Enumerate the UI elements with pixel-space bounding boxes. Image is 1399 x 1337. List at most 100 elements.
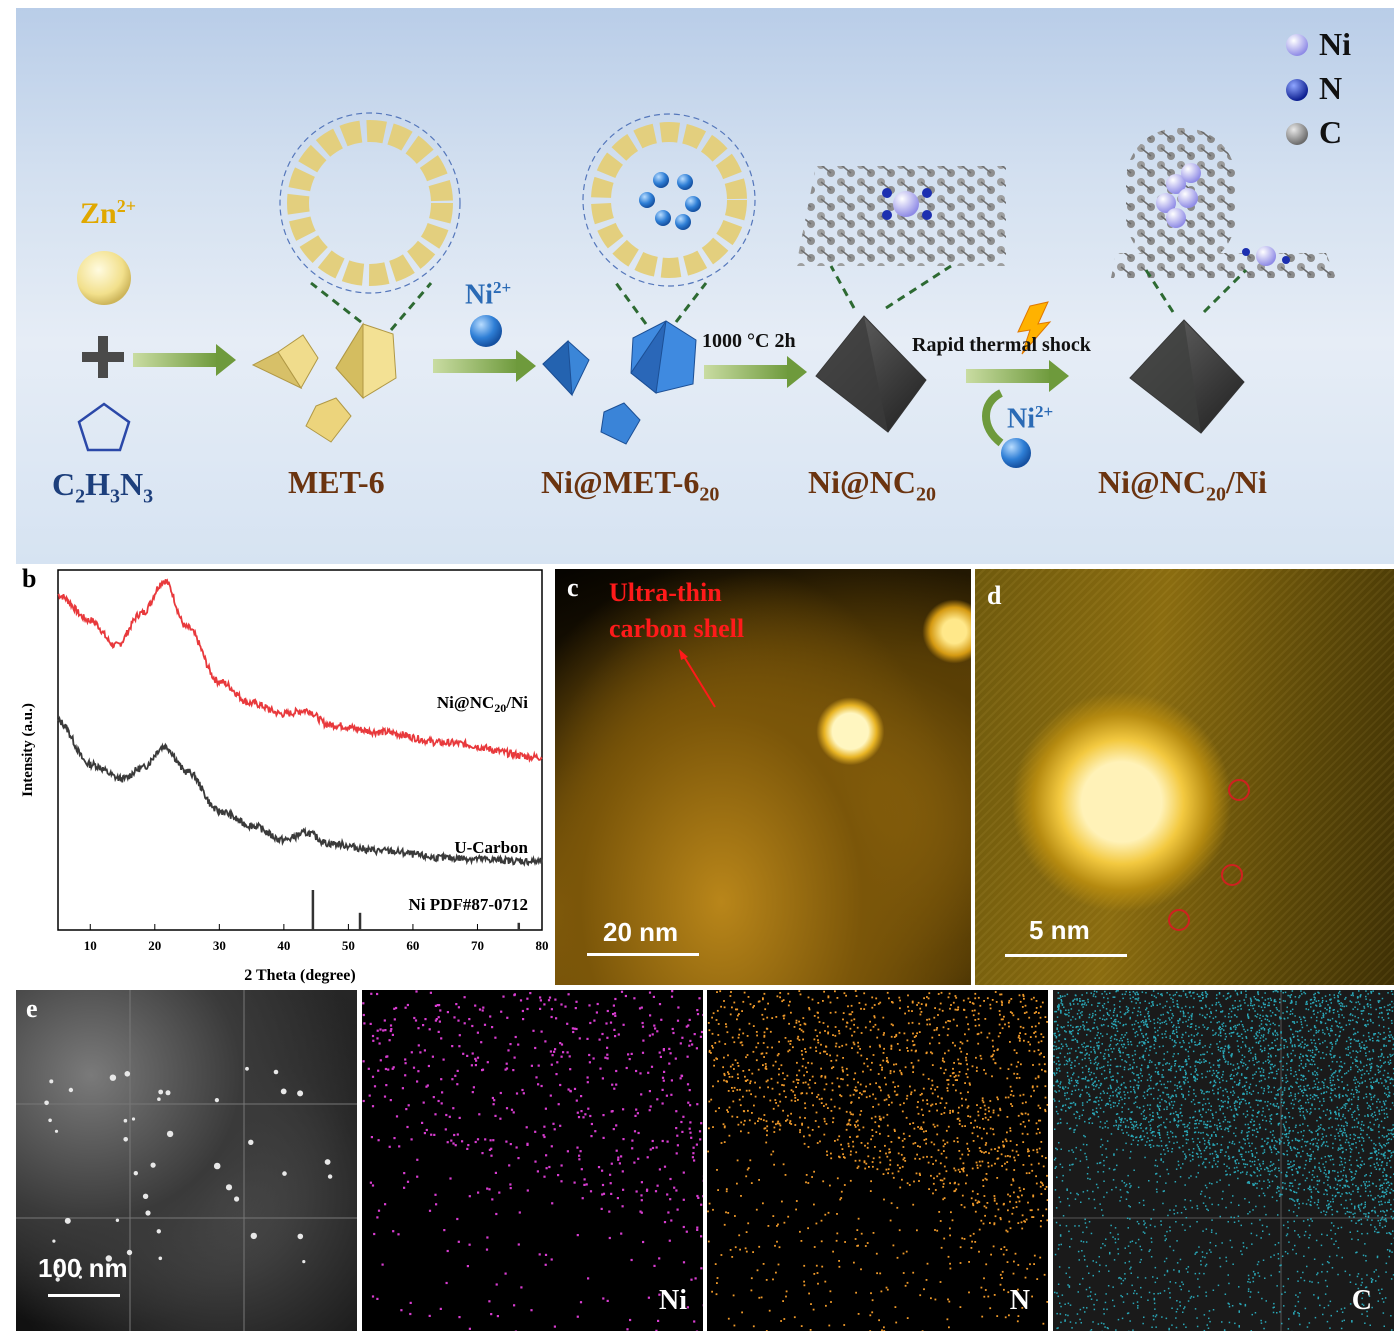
eds-signal-dot (456, 1133, 459, 1136)
eds-signal-dot (1175, 1042, 1177, 1044)
eds-signal-dot (639, 1210, 642, 1213)
eds-signal-dot (1062, 995, 1064, 998)
eds-signal-dot (1382, 1056, 1385, 1059)
eds-signal-dot (1129, 1241, 1132, 1243)
eds-signal-dot (1031, 1086, 1034, 1089)
eds-signal-dot (1080, 1201, 1082, 1203)
eds-signal-dot (1307, 1070, 1310, 1072)
eds-signal-dot (1005, 1249, 1008, 1251)
eds-signal-dot (793, 1316, 796, 1319)
eds-signal-dot (949, 1234, 951, 1237)
eds-signal-dot (1131, 1054, 1134, 1057)
eds-signal-dot (385, 1055, 388, 1058)
eds-signal-dot (1257, 999, 1259, 1001)
eds-signal-dot (944, 1068, 947, 1071)
eds-signal-dot (588, 1053, 591, 1057)
eds-signal-dot (954, 1044, 956, 1047)
eds-signal-dot (1286, 1175, 1288, 1177)
eds-signal-dot (1055, 1048, 1058, 1050)
eds-signal-dot (458, 1045, 461, 1048)
eds-signal-dot (1100, 1032, 1102, 1035)
eds-signal-dot (879, 1064, 882, 1066)
eds-signal-dot (1199, 1043, 1201, 1045)
eds-signal-dot (1334, 1117, 1337, 1120)
eds-signal-dot (726, 1080, 728, 1083)
eds-signal-dot (1125, 1087, 1127, 1089)
eds-signal-dot (978, 1024, 981, 1027)
eds-signal-dot (1119, 1088, 1121, 1090)
eds-signal-dot (1280, 1031, 1282, 1033)
eds-signal-dot (926, 1155, 928, 1158)
eds-signal-dot (1099, 1067, 1101, 1069)
eds-signal-dot (1233, 1143, 1236, 1145)
eds-signal-dot (1206, 1028, 1208, 1030)
eds-signal-dot (1244, 1002, 1246, 1004)
eds-signal-dot (906, 1094, 909, 1097)
eds-signal-dot (1381, 1052, 1383, 1055)
scale-bar-c (587, 953, 699, 956)
eds-signal-dot (1097, 1171, 1099, 1173)
eds-signal-dot (938, 1034, 941, 1036)
eds-signal-dot (1074, 1018, 1077, 1020)
eds-signal-dot (1218, 993, 1221, 995)
xrd-xtick-label: 30 (213, 938, 226, 953)
eds-signal-dot (1199, 1039, 1201, 1042)
eds-signal-dot (1377, 1275, 1380, 1278)
eds-signal-dot (1059, 1086, 1061, 1088)
eds-signal-dot (1274, 1244, 1277, 1246)
eds-signal-dot (890, 1101, 893, 1104)
eds-signal-dot (1148, 1087, 1151, 1090)
eds-signal-dot (372, 1039, 375, 1042)
eds-signal-dot (1350, 1203, 1353, 1205)
eds-signal-dot (690, 1136, 693, 1139)
eds-signal-dot (855, 1291, 857, 1294)
eds-signal-dot (1185, 1134, 1188, 1136)
eds-signal-dot (1256, 1263, 1259, 1266)
eds-signal-dot (1147, 1066, 1150, 1068)
eds-signal-dot (974, 1199, 977, 1202)
eds-signal-dot (979, 1107, 982, 1109)
eds-signal-dot (1171, 1107, 1174, 1109)
eds-signal-dot (868, 1166, 870, 1168)
eds-signal-dot (854, 1124, 856, 1126)
eds-signal-dot (1359, 1156, 1362, 1159)
eds-signal-dot (722, 1123, 725, 1126)
eds-signal-dot (1074, 1104, 1077, 1106)
eds-signal-dot (1183, 1307, 1185, 1310)
eds-signal-dot (1366, 1020, 1369, 1022)
eds-signal-dot (939, 1162, 942, 1165)
eds-signal-dot (989, 1307, 992, 1310)
eds-signal-dot (620, 1232, 623, 1235)
eds-signal-dot (1370, 1066, 1372, 1069)
eds-signal-dot (439, 1009, 442, 1012)
eds-signal-dot (755, 1059, 758, 1062)
eds-signal-dot (895, 1094, 898, 1096)
eds-signal-dot (1390, 1188, 1393, 1191)
eds-signal-dot (769, 1099, 772, 1102)
eds-signal-dot (1182, 1081, 1185, 1083)
eds-signal-dot (1321, 1104, 1323, 1107)
eds-signal-dot (782, 1163, 785, 1166)
eds-signal-dot (968, 1150, 971, 1152)
eds-signal-dot (1206, 1090, 1208, 1093)
eds-signal-dot (691, 1156, 694, 1159)
eds-signal-dot (1303, 1085, 1305, 1088)
eds-signal-dot (1349, 1155, 1352, 1158)
eds-signal-dot (877, 1073, 880, 1075)
eds-signal-dot (838, 1046, 841, 1048)
eds-signal-dot (925, 1004, 927, 1007)
eds-signal-dot (1057, 1113, 1059, 1115)
eds-signal-dot (1021, 1214, 1024, 1217)
eds-signal-dot (955, 1074, 957, 1077)
eds-signal-dot (581, 1197, 584, 1200)
eds-signal-dot (1131, 1240, 1134, 1242)
eds-signal-dot (857, 1165, 860, 1168)
eds-signal-dot (1257, 1272, 1259, 1274)
eds-signal-dot (1068, 1128, 1071, 1130)
eds-signal-dot (783, 1014, 786, 1017)
eds-signal-dot (800, 1325, 803, 1327)
eds-signal-dot (1040, 1181, 1042, 1184)
eds-signal-dot (1087, 1001, 1089, 1003)
eds-signal-dot (1146, 1007, 1148, 1009)
eds-signal-dot (1276, 1176, 1278, 1178)
